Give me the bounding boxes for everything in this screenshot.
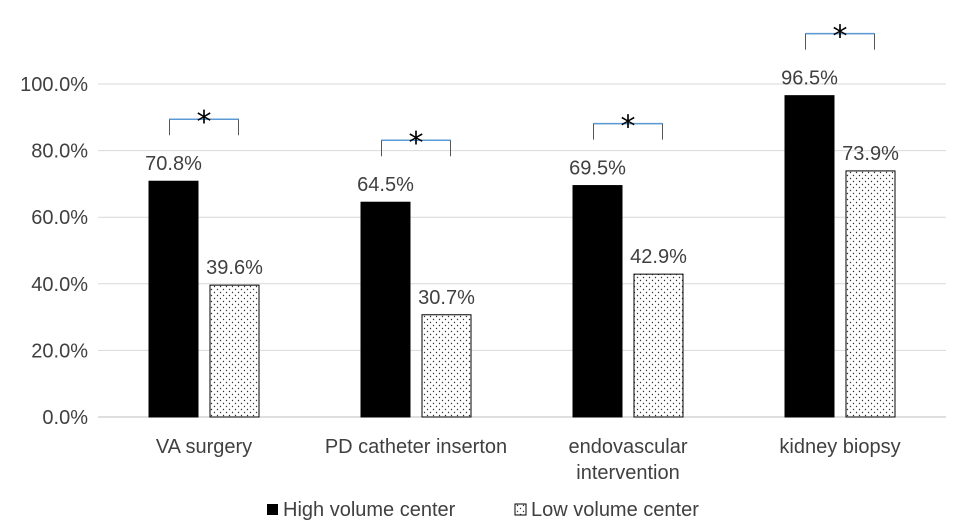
- data-label: 64.5%: [357, 174, 414, 196]
- data-label: 30.7%: [418, 287, 475, 309]
- bar-high-volume: [784, 95, 835, 418]
- y-tick-label: 100.0%: [20, 74, 88, 96]
- bar-low-volume: [209, 284, 260, 418]
- bar-high-volume: [148, 180, 199, 418]
- category-label: VA surgery: [156, 436, 252, 458]
- bar-high-volume: [572, 185, 623, 418]
- bar-low-volume: [845, 170, 896, 418]
- legend-swatch-high-volume: [267, 504, 278, 515]
- y-axis: 0.0% 20.0% 40.0% 60.0% 80.0% 100.0%: [20, 74, 88, 429]
- y-tick-label: 60.0%: [31, 207, 88, 229]
- data-label: 39.6%: [206, 257, 263, 279]
- significance-star: *: [833, 20, 848, 55]
- bars: [148, 95, 896, 418]
- x-axis: VA surgery PD catheter inserton endovascul…: [156, 436, 901, 484]
- y-tick-label: 80.0%: [31, 141, 88, 163]
- bar-low-volume: [633, 273, 684, 418]
- y-tick-label: 0.0%: [42, 407, 88, 429]
- legend-label-low-volume: Low volume center: [531, 499, 699, 521]
- data-label: 96.5%: [781, 68, 838, 90]
- bar-high-volume: [360, 201, 411, 418]
- category-label: intervention: [576, 462, 679, 484]
- significance-star: *: [197, 105, 212, 140]
- data-label: 69.5%: [569, 158, 626, 180]
- y-tick-label: 40.0%: [31, 274, 88, 296]
- data-label: 73.9%: [842, 143, 899, 165]
- significance-markers: * * * *: [169, 20, 875, 161]
- significance-star: *: [621, 110, 636, 145]
- legend: High volume center Low volume center: [267, 499, 699, 521]
- data-label: 70.8%: [145, 153, 202, 175]
- data-label: 42.9%: [630, 246, 687, 268]
- bar-low-volume: [421, 314, 472, 418]
- legend-label-high-volume: High volume center: [283, 499, 456, 521]
- category-label: PD catheter inserton: [325, 436, 507, 458]
- category-label: kidney biopsy: [779, 436, 900, 458]
- data-labels: 70.8% 39.6% 64.5% 30.7% 69.5% 42.9% 96.5% 73.9%: [145, 68, 899, 309]
- legend-swatch-low-volume: [514, 503, 527, 516]
- category-label: endovascular: [569, 436, 688, 458]
- y-tick-label: 20.0%: [31, 340, 88, 362]
- significance-star: *: [409, 126, 424, 161]
